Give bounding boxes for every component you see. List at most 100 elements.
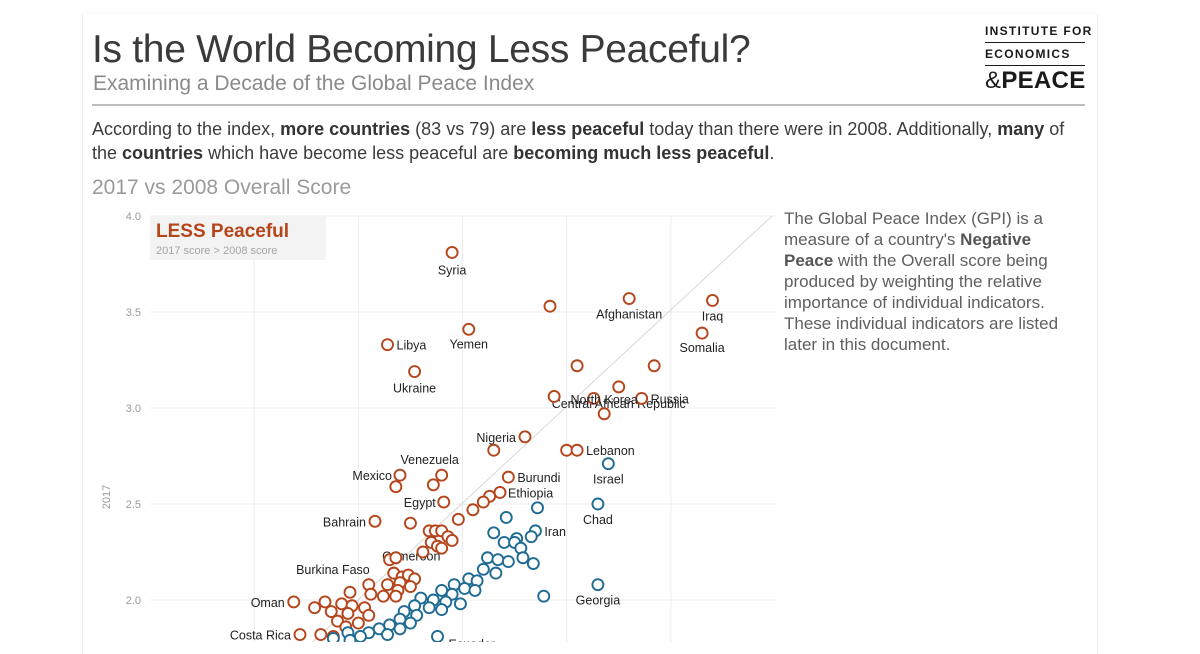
point-less-peaceful [403,580,417,594]
point-more-peaceful [381,628,394,642]
country-label: Ethiopia [508,486,553,500]
point-less-peaceful [389,589,403,603]
point-less-peaceful [389,480,403,494]
intro-bold-3: many [997,119,1045,139]
point-less-peaceful [341,606,355,620]
y-tick-label: 4.0 [126,211,141,223]
country-label: Somalia [679,341,724,355]
point-less-peaceful [445,534,459,547]
point-more-peaceful [422,601,436,615]
point-less-peaceful [437,495,451,509]
point-less-peaceful [451,512,465,526]
point-less-peaceful [318,595,332,609]
point-less-peaceful [435,541,449,555]
country-label: Nigeria [476,431,516,445]
country-label: Chad [583,513,613,527]
legend-box [150,216,326,260]
country-label: Russia [651,392,689,406]
intro-text-3: today than there were in 2008. Additiona… [644,119,998,139]
country-label: Burkina Faso [296,563,370,577]
point-more-peaceful [353,630,367,642]
point-more-peaceful [431,630,444,642]
country-label: Oman [251,596,285,610]
legend-subtitle: 2017 score > 2008 score [156,245,277,257]
page-title: Is the World Becoming Less Peaceful? [92,28,751,71]
point-less-peaceful [501,470,515,484]
country-label: Yemen [450,337,489,351]
point-less-peaceful [635,391,649,405]
point-less-peaceful [293,628,307,642]
logo-line-2: ECONOMICS [985,46,1085,66]
point-more-peaceful [435,603,449,617]
point-less-peaceful [389,551,403,565]
logo-line-3: &PEACE [985,69,1085,93]
point-less-peaceful [324,605,338,618]
logo-peace-word: PEACE [1001,67,1086,94]
point-more-peaceful [489,566,503,580]
point-more-peaceful [499,510,513,524]
point-less-peaceful [543,299,557,313]
country-label: Libya [397,339,427,353]
point-more-peaceful [537,589,551,603]
point-more-peaceful [501,555,515,569]
point-less-peaceful [487,443,501,457]
intro-bold-5: becoming much less peaceful [513,143,770,163]
point-more-peaceful [403,616,417,630]
point-more-peaceful [516,551,530,565]
y-tick-label: 2.5 [126,499,141,511]
intro-text-6: . [769,143,775,163]
country-label: Egypt [404,496,436,510]
country-label: Ukraine [393,382,436,396]
point-less-peaceful [408,365,422,378]
point-more-peaceful [601,457,615,471]
intro-paragraph: According to the index, more countries (… [92,117,1092,165]
point-more-peaceful [531,501,544,515]
country-label: North Korea [570,393,637,407]
page-subtitle: Examining a Decade of the Global Peace I… [93,72,535,95]
infographic-panel [82,14,1098,654]
point-less-peaceful [695,326,709,340]
side-note-bold: Negative Peace [784,230,1032,270]
point-less-peaceful [560,443,574,457]
country-label: Venezuela [400,453,458,467]
point-more-peaceful [481,551,494,565]
point-more-peaceful [497,535,511,549]
point-more-peaceful [453,597,467,611]
point-less-peaceful [362,608,376,622]
intro-text-1: According to the index, [92,119,281,139]
side-note-text-1: The Global Peace Index (GPI) is a measur… [784,209,1043,249]
country-label: Georgia [576,594,621,608]
country-label: Burundi [517,471,560,485]
point-less-peaceful [308,601,322,615]
point-more-peaceful [591,497,605,511]
equality-diagonal-line [311,215,773,642]
point-less-peaceful [476,495,490,509]
point-less-peaceful [445,246,459,259]
country-label: Israel [593,473,624,487]
point-less-peaceful [466,503,480,517]
chart-heading: 2017 vs 2008 Overall Score [92,176,352,199]
point-more-peaceful [458,582,472,595]
intro-text-5: which have become less peaceful are [203,143,514,163]
y-tick-label: 3.0 [126,403,141,415]
country-label: Iran [544,525,566,539]
point-less-peaceful [570,443,584,457]
intro-text-2: (83 vs 79) are [410,119,532,139]
point-less-peaceful [587,391,601,405]
intro-text-4: of the [92,119,1065,163]
legend-title: LESS Peaceful [156,221,289,242]
intro-bold-4: countries [122,143,204,163]
point-less-peaceful [381,338,394,352]
point-less-peaceful [462,322,476,336]
point-less-peaceful [314,628,328,642]
country-label: Mexico [352,469,392,483]
point-more-peaceful [476,562,490,576]
country-label: Bahrain [323,515,366,529]
country-label: Central African Republic [552,397,686,411]
y-tick-label: 2.0 [126,595,141,607]
point-less-peaceful [351,616,365,630]
point-more-peaceful [435,583,449,597]
point-less-peaceful [518,430,532,444]
point-less-peaceful [612,380,626,394]
